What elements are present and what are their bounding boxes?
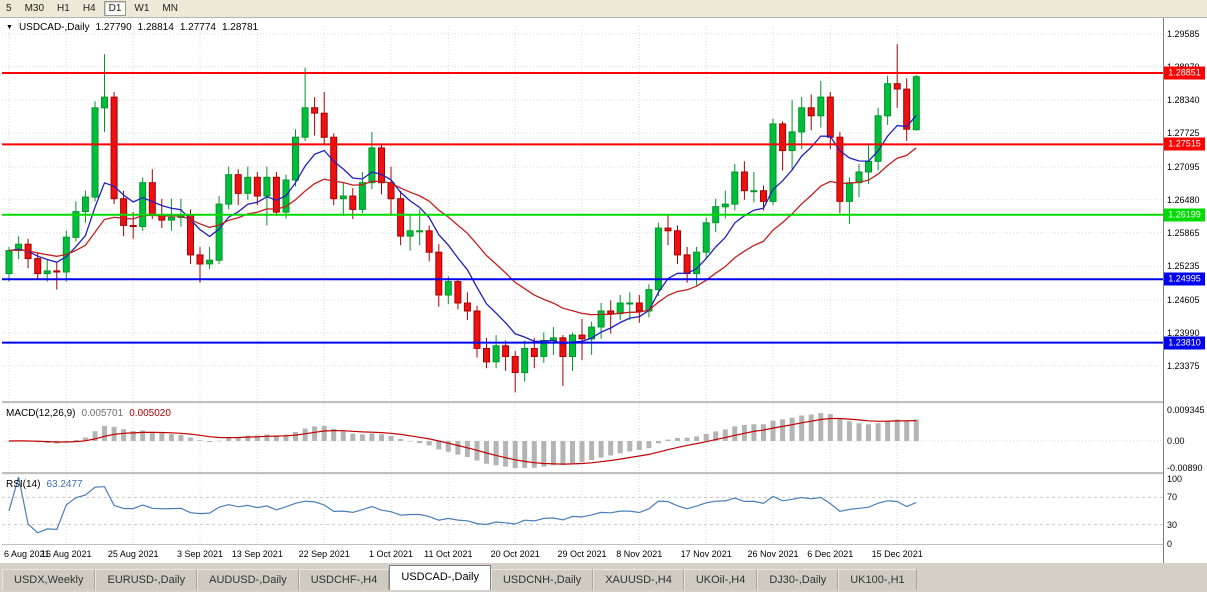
time-axis-label: 11 Oct 2021 [424, 549, 473, 559]
rsi-indicator-label: RSI(14) 63.2477 [6, 479, 83, 490]
timeframe-button-w1[interactable]: W1 [129, 1, 154, 16]
rsi-value: 63.2477 [46, 479, 83, 490]
chart-high-value: 1.28814 [137, 22, 174, 33]
price-axis-tick: 1.29585 [1167, 28, 1200, 39]
time-axis-label: 13 Sep 2021 [231, 549, 283, 559]
rsi-name: RSI(14) [6, 479, 41, 490]
chart-title: ▼ USDCAD-,Daily 1.27790 1.28814 1.27774 … [6, 22, 258, 33]
macd-name: MACD(12,26,9) [6, 408, 76, 419]
price-level-badge: 1.23810 [1164, 336, 1205, 350]
price-axis-tick: 1.25235 [1167, 261, 1200, 272]
moving-average-slow-line [8, 147, 917, 316]
price-level-badge: 1.27515 [1164, 137, 1205, 151]
time-axis-label: 29 Oct 2021 [557, 549, 607, 559]
chart-tab-usdchf-h4[interactable]: USDCHF-,H4 [298, 569, 390, 590]
chart-tab-dj30-daily[interactable]: DJ30-,Daily [757, 569, 839, 590]
horizontal-gridlines [2, 33, 1163, 526]
macd-axis-tick: 0.00 [1167, 436, 1185, 446]
chart-open-value: 1.27790 [95, 22, 132, 33]
macd-main-value: 0.005701 [81, 408, 124, 419]
macd-axis-tick: -0.00890 [1167, 463, 1203, 473]
price-axis-tick: 1.25865 [1167, 227, 1200, 238]
rsi-axis-tick: 0 [1167, 539, 1173, 549]
chart-tab-usdcad-daily[interactable]: USDCAD-,Daily [389, 565, 491, 590]
rsi-axis-tick: 100 [1167, 474, 1183, 484]
price-level-badge: 1.26199 [1164, 208, 1205, 222]
chart-tab-ukoil-h4[interactable]: UKOil-,H4 [683, 569, 758, 590]
moving-average-fast-line [8, 114, 917, 345]
time-axis-label: 26 Nov 2021 [747, 549, 799, 559]
macd-indicator-label: MACD(12,26,9) 0.005701 0.005020 [6, 408, 171, 419]
price-level-badge: 1.24995 [1164, 272, 1205, 286]
price-axis: 1.295851.289701.283401.277251.270951.264… [1163, 18, 1206, 563]
time-axis-label: 16 Aug 2021 [41, 549, 92, 559]
price-axis-tick: 1.23990 [1167, 327, 1200, 338]
time-axis-label: 1 Oct 2021 [368, 549, 414, 559]
timeframe-button-m30[interactable]: M30 [20, 1, 49, 16]
timeframe-toolbar: 5 M30 H1 H4 D1 W1 MN [0, 0, 1207, 18]
time-axis-label: 8 Nov 2021 [616, 549, 663, 559]
chart-symbol-label: USDCAD-,Daily [18, 22, 90, 33]
price-axis-tick: 1.27095 [1167, 161, 1200, 172]
timeframe-button-d1[interactable]: D1 [103, 1, 127, 16]
horizontal-level-lines [2, 72, 1163, 344]
timeframe-button-h1[interactable]: H1 [52, 1, 75, 16]
time-axis: 6 Aug 2021 16 Aug 2021 25 Aug 2021 3 Sep 20… [2, 546, 1163, 562]
chart-tab-eurusd-daily[interactable]: EURUSD-,Daily [95, 569, 198, 590]
chart-low-value: 1.27774 [179, 22, 216, 33]
chart-close-value: 1.28781 [221, 22, 259, 33]
price-axis-tick: 1.23375 [1167, 360, 1200, 371]
macd-histogram [6, 413, 919, 469]
time-axis-label: 3 Sep 2021 [176, 549, 224, 559]
chart-area: ▼ USDCAD-,Daily 1.27790 1.28814 1.27774 … [0, 18, 1207, 564]
time-axis-label: 15 Dec 2021 [871, 549, 923, 559]
price-axis-tick: 1.24605 [1167, 295, 1200, 306]
chart-tab-audusd-daily[interactable]: AUDUSD-,Daily [197, 569, 299, 590]
time-axis-label: 6 Aug 2021 [4, 549, 50, 559]
rsi-axis-tick: 30 [1167, 519, 1178, 530]
time-axis-label: 6 Dec 2021 [807, 549, 854, 559]
chart-tab-xauusd-h4[interactable]: XAUUSD-,H4 [593, 569, 684, 590]
macd-signal-line [8, 417, 917, 465]
chart-tab-usdcnh-daily[interactable]: USDCNH-,Daily [490, 569, 594, 590]
time-axis-label: 22 Sep 2021 [298, 549, 350, 559]
timeframe-button-h4[interactable]: H4 [78, 1, 101, 16]
macd-signal-value: 0.005020 [129, 408, 171, 419]
price-chart-canvas[interactable] [2, 18, 1163, 545]
chart-tabs-bar: USDX,Weekly EURUSD-,Daily AUDUSD-,Daily USD… [0, 563, 1207, 592]
price-level-badge: 1.28851 [1164, 66, 1205, 80]
time-axis-label: 17 Nov 2021 [680, 549, 732, 559]
chart-tab-usdx-weekly[interactable]: USDX,Weekly [2, 569, 96, 590]
candlesticks [5, 44, 920, 393]
rsi-line [8, 476, 917, 534]
rsi-axis-tick: 70 [1167, 492, 1178, 503]
chart-tab-uk100-h1[interactable]: UK100-,H1 [838, 569, 917, 590]
time-axis-label: 20 Oct 2021 [490, 549, 540, 559]
timeframe-button-5[interactable]: 5 [1, 1, 17, 16]
macd-axis-tick: 0.009345 [1167, 405, 1205, 416]
time-axis-label: 25 Aug 2021 [107, 549, 159, 559]
price-axis-tick: 1.27725 [1167, 128, 1200, 139]
price-axis-tick: 1.28340 [1167, 95, 1200, 106]
timeframe-button-mn[interactable]: MN [157, 1, 183, 16]
price-axis-tick: 1.26480 [1167, 194, 1200, 205]
chart-symbol-icon: ▼ [6, 24, 13, 31]
